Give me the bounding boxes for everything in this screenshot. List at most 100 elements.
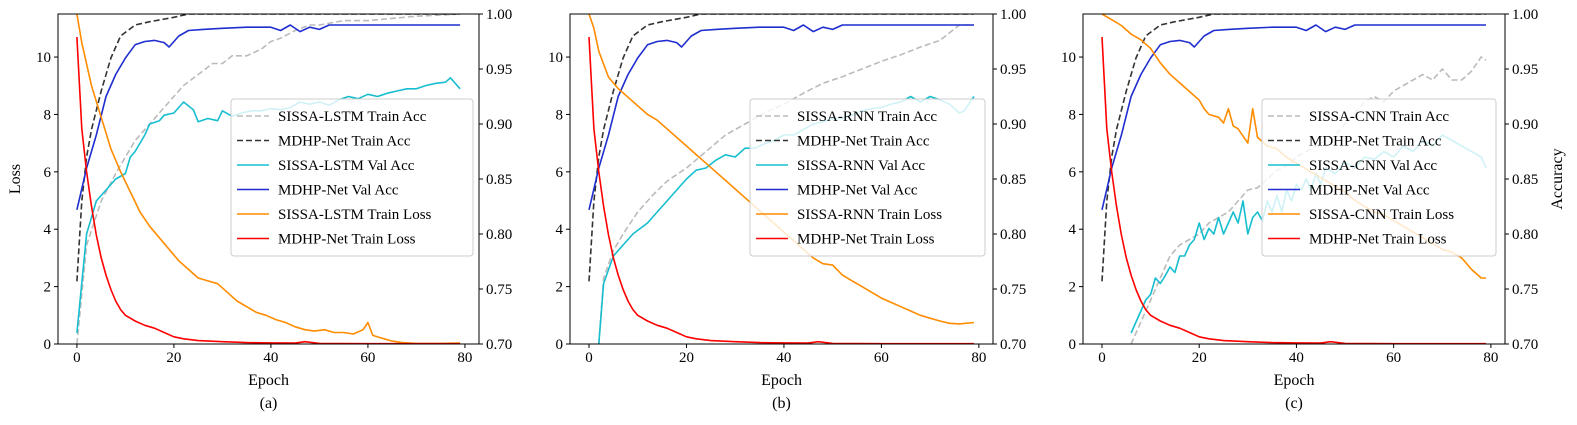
y-left-tick-label: 8 [1069, 107, 1077, 123]
x-tick-label: 20 [166, 350, 181, 366]
legend-box [1261, 98, 1497, 257]
x-tick-label: 20 [1192, 350, 1207, 366]
series-line-1 [76, 14, 461, 344]
panel-caption: (a) [260, 395, 278, 412]
legend: SISSA-LSTM Train Acc MDHP-Net Train Acc SI… [230, 98, 474, 257]
x-tick-label: 60 [360, 350, 375, 366]
y-left-tick-label: 0 [44, 337, 52, 353]
series-line-1 [1130, 56, 1487, 344]
series-line-4 [588, 24, 974, 210]
y-right-tick-label: 0.75 [486, 282, 512, 298]
y-right-axis-label: Accuracy [1549, 148, 1566, 209]
y-left-tick-label: 0 [556, 337, 564, 353]
legend-label: SISSA-LSTM Train Acc [278, 109, 427, 125]
legend-label: MDHP-Net Val Acc [797, 183, 918, 199]
legend-label: SISSA-RNN Train Loss [797, 207, 942, 223]
x-axis-label: Epoch [1274, 372, 1315, 389]
y-left-tick-label: 0 [1069, 337, 1077, 353]
y-right-tick-label: 0.80 [1512, 227, 1538, 243]
series-line-6 [76, 36, 461, 344]
y-right-tick-label: 0.90 [486, 117, 512, 133]
legend-label: SISSA-CNN Train Acc [1309, 109, 1449, 125]
series-line-6 [588, 36, 974, 344]
y-right-tick-label: 0.75 [1000, 282, 1026, 298]
y-left-tick-label: 2 [1069, 280, 1077, 296]
legend-label: MDHP-Net Train Loss [278, 232, 416, 248]
y-right-tick-label: 1.00 [1512, 7, 1538, 23]
y-right-tick-label: 0.85 [486, 172, 512, 188]
x-tick-label: 40 [1289, 350, 1304, 366]
x-tick-label: 0 [585, 350, 593, 366]
legend-label: MDHP-Net Val Acc [1309, 183, 1430, 199]
series-line-4 [1101, 24, 1486, 210]
y-left-tick-label: 4 [1069, 222, 1077, 238]
series-line-5 [76, 14, 461, 344]
legend-label: MDHP-Net Train Acc [797, 134, 930, 150]
y-right-tick-label: 0.75 [1512, 282, 1538, 298]
series-line-6 [1101, 36, 1486, 344]
legend-label: SISSA-RNN Val Acc [797, 158, 925, 174]
y-left-tick-label: 2 [556, 280, 564, 296]
chart-panel-1: 0 20 40 60 80 0 2 4 6 8 10 0.70 0.75 0.80 0.85 0.90 0.95… [7, 7, 512, 412]
y-left-tick-label: 8 [44, 107, 52, 123]
x-tick-label: 40 [263, 350, 278, 366]
legend: SISSA-CNN Train Acc MDHP-Net Train Acc SIS… [1261, 98, 1497, 257]
chart-panel-2: 0 20 40 60 80 0 2 4 6 8 10 0.70 0.75 0.80 0.85 0.90 0.95… [548, 7, 1026, 412]
chart-panel-3: 0 20 40 60 80 0 2 4 6 8 10 0.70 0.75 0.80 0.85 0.90 0.95… [1061, 7, 1566, 412]
legend-label: SISSA-LSTM Val Acc [278, 158, 415, 174]
y-right-tick-label: 0.70 [1512, 337, 1538, 353]
y-left-axis-label: Loss [7, 164, 24, 194]
y-right-tick-label: 0.95 [486, 62, 512, 78]
legend: SISSA-RNN Train Acc MDHP-Net Train Acc SIS… [749, 98, 986, 257]
legend-label: MDHP-Net Train Loss [1309, 232, 1447, 248]
y-right-tick-label: 0.70 [486, 337, 512, 353]
x-axis-label: Epoch [761, 372, 802, 389]
legend-label: SISSA-CNN Val Acc [1309, 158, 1437, 174]
x-tick-label: 20 [679, 350, 694, 366]
y-right-tick-label: 1.00 [486, 7, 512, 23]
x-tick-label: 80 [1483, 350, 1498, 366]
y-right-tick-label: 0.80 [486, 227, 512, 243]
y-left-tick-label: 6 [1069, 165, 1077, 181]
y-right-tick-label: 0.70 [1000, 337, 1026, 353]
y-right-tick-label: 0.85 [1000, 172, 1026, 188]
x-tick-label: 40 [776, 350, 791, 366]
x-tick-label: 60 [1386, 350, 1401, 366]
legend-label: MDHP-Net Val Acc [278, 183, 399, 199]
y-left-tick-label: 6 [44, 165, 52, 181]
y-left-tick-label: 10 [36, 50, 51, 66]
x-tick-label: 80 [457, 350, 472, 366]
panel-caption: (c) [1285, 395, 1303, 412]
panel-caption: (b) [772, 395, 791, 412]
legend-label: SISSA-LSTM Train Loss [278, 207, 432, 223]
y-left-tick-label: 10 [1061, 50, 1076, 66]
y-left-tick-label: 4 [44, 222, 52, 238]
y-left-tick-label: 10 [548, 50, 563, 66]
y-right-tick-label: 0.85 [1512, 172, 1538, 188]
y-right-tick-label: 0.90 [1512, 117, 1538, 133]
x-tick-label: 0 [73, 350, 81, 366]
legend-label: SISSA-CNN Train Loss [1309, 207, 1454, 223]
y-right-tick-label: 0.90 [1000, 117, 1026, 133]
x-tick-label: 60 [874, 350, 889, 366]
legend-label: MDHP-Net Train Loss [797, 232, 935, 248]
x-tick-label: 80 [971, 350, 986, 366]
x-tick-label: 0 [1098, 350, 1106, 366]
legend-label: MDHP-Net Train Acc [278, 134, 411, 150]
y-right-tick-label: 0.80 [1000, 227, 1026, 243]
y-right-tick-label: 0.95 [1000, 62, 1026, 78]
y-right-tick-label: 1.00 [1000, 7, 1026, 23]
y-left-tick-label: 4 [556, 222, 564, 238]
legend-box [749, 98, 986, 257]
y-left-tick-label: 2 [44, 280, 52, 296]
y-left-tick-label: 6 [556, 165, 564, 181]
y-right-tick-label: 0.95 [1512, 62, 1538, 78]
series-line-4 [76, 24, 461, 210]
x-axis-label: Epoch [248, 372, 289, 389]
legend-label: SISSA-RNN Train Acc [797, 109, 937, 125]
legend-label: MDHP-Net Train Acc [1309, 134, 1442, 150]
legend-box [230, 98, 474, 257]
y-left-tick-label: 8 [556, 107, 564, 123]
